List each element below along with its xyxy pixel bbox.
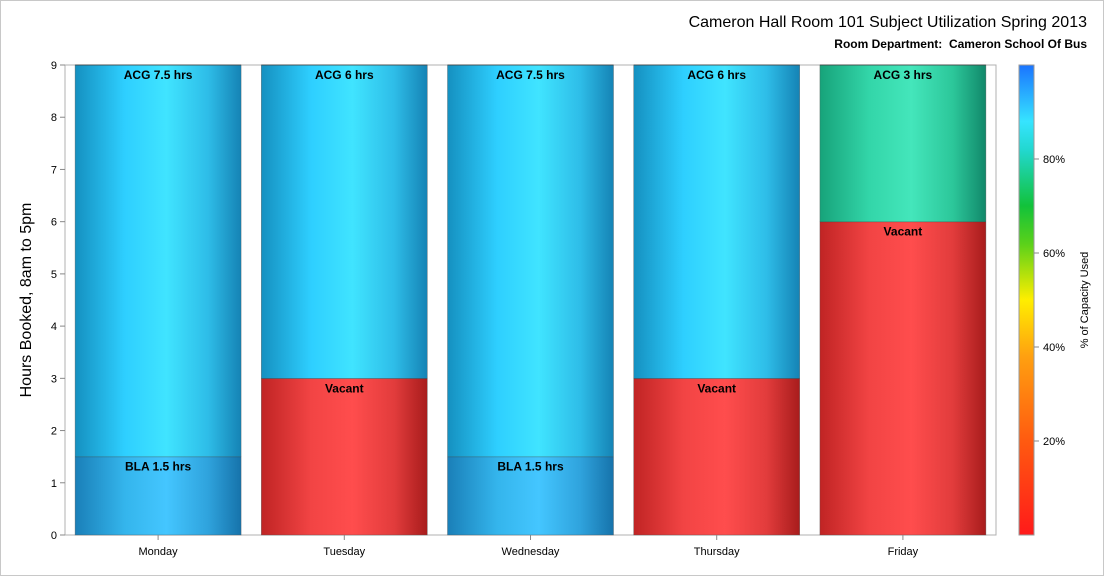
segment-label: ACG 6 hrs: [687, 68, 746, 82]
bar-segment: [261, 65, 428, 379]
segment-label: BLA 1.5 hrs: [497, 460, 564, 474]
bar-segment: [261, 378, 428, 535]
x-tick-label: Thursday: [694, 546, 740, 558]
bar-segment: [633, 65, 800, 379]
y-tick-label: 5: [51, 269, 57, 281]
y-tick-label: 9: [51, 60, 57, 72]
segment-label: Vacant: [325, 381, 364, 395]
bar-segment: [447, 456, 614, 535]
colorbar-title: % of Capacity Used: [1079, 252, 1091, 349]
y-tick-label: 4: [51, 321, 57, 333]
segment-label: Vacant: [884, 225, 923, 239]
segment-label: ACG 7.5 hrs: [124, 68, 193, 82]
colorbar-tick-label: 40%: [1043, 342, 1065, 354]
segment-label: ACG 7.5 hrs: [496, 68, 565, 82]
x-tick-label: Tuesday: [323, 546, 365, 558]
segment-label: Vacant: [697, 381, 736, 395]
y-axis-title: Hours Booked, 8am to 5pm: [18, 203, 35, 398]
y-tick-label: 8: [51, 112, 57, 124]
y-tick-label: 3: [51, 373, 57, 385]
bar-segment: [819, 65, 986, 222]
colorbar-tick-label: 80%: [1043, 154, 1065, 166]
segment-label: BLA 1.5 hrs: [125, 460, 192, 474]
x-tick-label: Friday: [888, 546, 919, 558]
chart-title: Cameron Hall Room 101 Subject Utilizatio…: [688, 14, 1087, 31]
plot-area: 0 1 2 3 4 5 6 7 8 9 BLA 1.5 hrs ACG 7.5 hrs Monday Va…: [51, 60, 997, 558]
y-tick-label: 6: [51, 217, 57, 229]
chart-subtitle: Room Department: Cameron School Of Bus: [834, 37, 1087, 51]
colorbar: [1018, 64, 1035, 536]
segment-label: ACG 3 hrs: [874, 68, 933, 82]
x-tick-label: Wednesday: [502, 546, 560, 558]
x-tick-label: Monday: [139, 546, 179, 558]
bar-segment: [447, 65, 614, 457]
y-tick-label: 2: [51, 426, 57, 438]
bar-segment: [819, 221, 986, 535]
bar-segment: [633, 378, 800, 535]
segment-label: ACG 6 hrs: [315, 68, 374, 82]
bar-segment: [75, 65, 242, 457]
bar-segment: [75, 456, 242, 535]
y-tick-label: 1: [51, 478, 57, 490]
colorbar-tick-label: 20%: [1043, 436, 1065, 448]
y-tick-label: 0: [51, 530, 57, 542]
colorbar-ticks: 20% 40% 60% 80%: [1034, 154, 1065, 448]
y-tick-label: 7: [51, 164, 57, 176]
colorbar-tick-label: 60%: [1043, 248, 1065, 260]
